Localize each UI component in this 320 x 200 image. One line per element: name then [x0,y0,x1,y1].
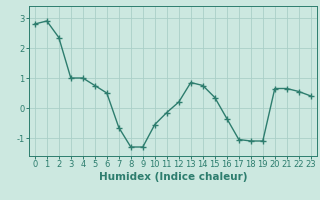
X-axis label: Humidex (Indice chaleur): Humidex (Indice chaleur) [99,172,247,182]
